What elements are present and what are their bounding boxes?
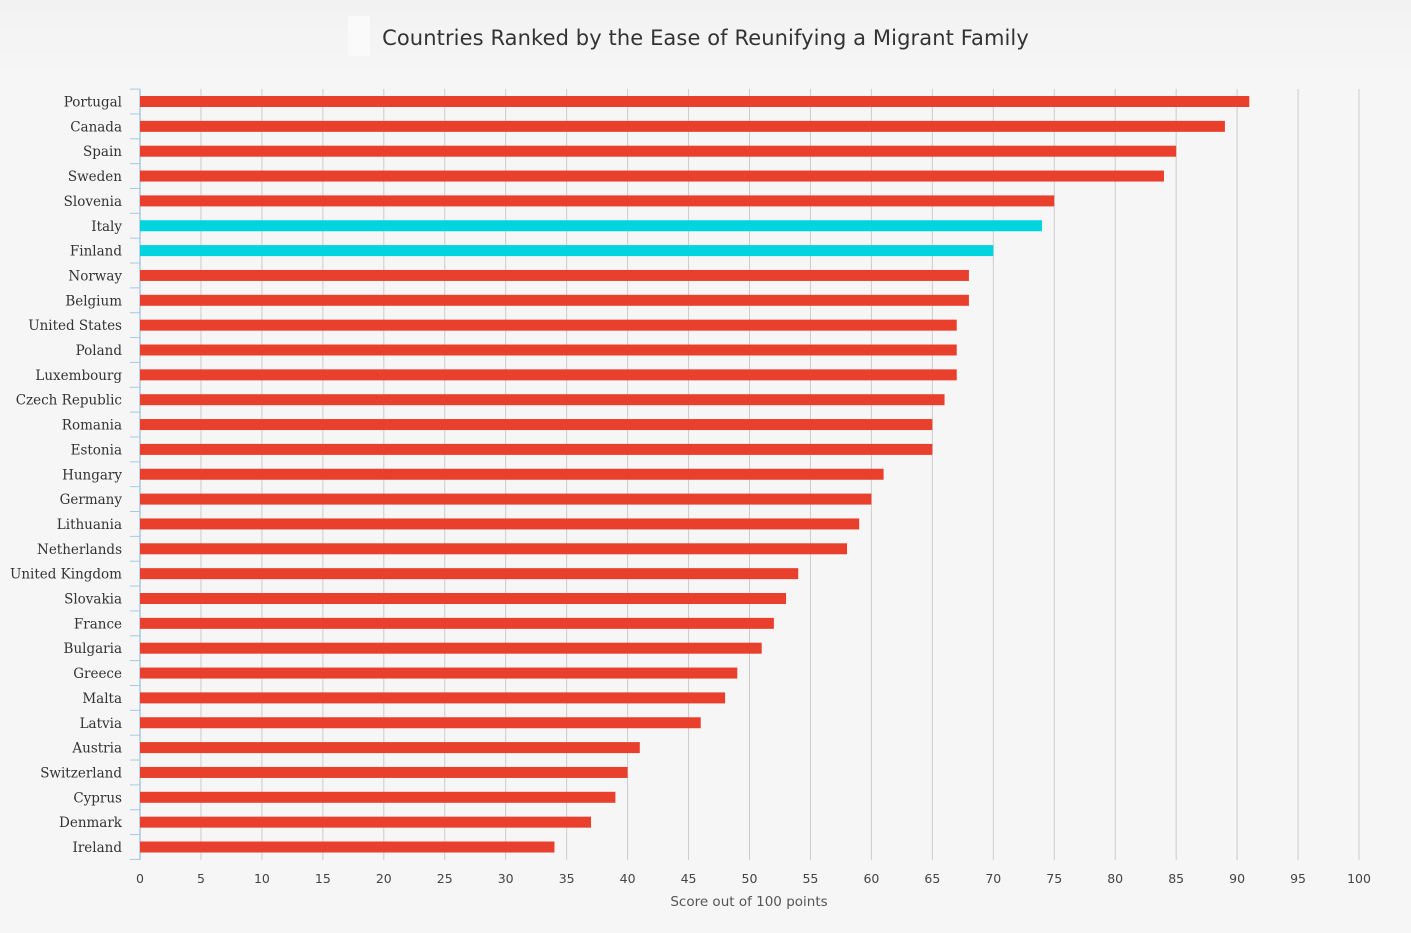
category-label: Czech Republic [16, 393, 122, 409]
bar[interactable] [140, 145, 1177, 157]
category-label: Norway [68, 268, 122, 284]
category-label: Poland [76, 343, 123, 359]
category-label: Latvia [80, 716, 122, 732]
bar[interactable] [140, 617, 774, 629]
category-label: Bulgaria [64, 641, 122, 657]
category-label: United Kingdom [10, 567, 122, 583]
chart-title: Countries Ranked by the Ease of Reunifyi… [382, 26, 1029, 50]
category-label: Slovakia [64, 592, 122, 608]
category-label: Greece [73, 666, 122, 682]
category-label: Cyprus [73, 790, 122, 806]
category-label: Germany [60, 492, 123, 508]
bar[interactable] [140, 120, 1225, 132]
bar[interactable] [140, 518, 860, 530]
title-decoration [348, 16, 370, 56]
category-label: Ireland [73, 840, 123, 856]
category-label: Italy [91, 219, 122, 235]
bar[interactable] [140, 543, 848, 555]
x-tick-label: 100 [1347, 871, 1371, 886]
x-tick-label: 50 [742, 871, 758, 886]
bar[interactable] [140, 642, 762, 654]
bars [140, 96, 1250, 853]
x-tick-label: 15 [315, 871, 331, 886]
x-tick-label: 45 [681, 871, 697, 886]
x-tick-label: 0 [136, 871, 144, 886]
category-label: Belgium [65, 293, 122, 309]
x-tick-label: 60 [863, 871, 879, 886]
x-tick-label: 85 [1168, 871, 1184, 886]
x-tick-label: 90 [1229, 871, 1245, 886]
x-axis-title: Score out of 100 points [670, 894, 827, 910]
category-label: Slovenia [64, 194, 122, 210]
bar[interactable] [140, 369, 957, 381]
x-tick-label: 30 [498, 871, 514, 886]
x-tick-label: 80 [1107, 871, 1123, 886]
x-tick-label: 35 [559, 871, 575, 886]
category-label: France [74, 616, 122, 632]
x-tick-label: 5 [197, 871, 205, 886]
bar[interactable] [140, 269, 969, 281]
chart-header [0, 0, 1411, 80]
bar[interactable] [140, 220, 1043, 232]
bar[interactable] [140, 841, 555, 853]
x-tick-label: 55 [802, 871, 818, 886]
bar[interactable] [140, 419, 933, 431]
x-tick-label: 70 [985, 871, 1001, 886]
x-tick-label: 20 [376, 871, 392, 886]
category-label: Hungary [62, 467, 122, 483]
bar[interactable] [140, 294, 969, 306]
category-label: Denmark [59, 815, 123, 831]
category-label: Netherlands [37, 542, 122, 558]
category-label: Romania [62, 418, 122, 434]
bar[interactable] [140, 468, 884, 480]
category-label: United States [28, 318, 122, 334]
category-label: Spain [83, 144, 122, 160]
category-label: Switzerland [40, 765, 122, 781]
x-tick-label: 75 [1046, 871, 1062, 886]
bar[interactable] [140, 344, 957, 356]
category-label: Sweden [68, 169, 122, 185]
category-label: Finland [70, 244, 122, 260]
x-tick-label: 10 [254, 871, 270, 886]
bar[interactable] [140, 170, 1164, 182]
x-tick-label: 65 [924, 871, 940, 886]
x-tick-label: 40 [620, 871, 636, 886]
y-axis [130, 88, 141, 860]
bar[interactable] [140, 195, 1055, 207]
bar[interactable] [140, 791, 616, 803]
category-label: Lithuania [57, 517, 122, 533]
category-label: Canada [70, 119, 122, 135]
x-tick-labels: 0 5 10 15 20 25 30 35 40 45 50 55 60 65 70 75 80 85 90 95 10… [136, 871, 1371, 886]
bar[interactable] [140, 493, 872, 505]
category-labels: Portugal Canada Spain Sweden Slovenia Italy Fi… [10, 95, 123, 857]
category-label: Austria [71, 741, 122, 757]
bar[interactable] [140, 766, 628, 778]
bar[interactable] [140, 717, 701, 729]
category-label: Malta [82, 691, 122, 707]
bar[interactable] [140, 667, 738, 679]
category-label: Luxembourg [35, 368, 122, 384]
bar[interactable] [140, 568, 799, 580]
bar[interactable] [140, 816, 592, 828]
bar[interactable] [140, 319, 957, 331]
bar[interactable] [140, 443, 933, 455]
bar[interactable] [140, 692, 726, 704]
bar[interactable] [140, 742, 640, 754]
bar[interactable] [140, 593, 787, 604]
category-label: Estonia [71, 442, 122, 458]
category-label: Portugal [64, 95, 122, 111]
bar[interactable] [140, 394, 945, 406]
bar[interactable] [140, 245, 994, 257]
x-tick-label: 25 [437, 871, 453, 886]
bar[interactable] [140, 96, 1250, 107]
x-tick-label: 95 [1290, 871, 1306, 886]
